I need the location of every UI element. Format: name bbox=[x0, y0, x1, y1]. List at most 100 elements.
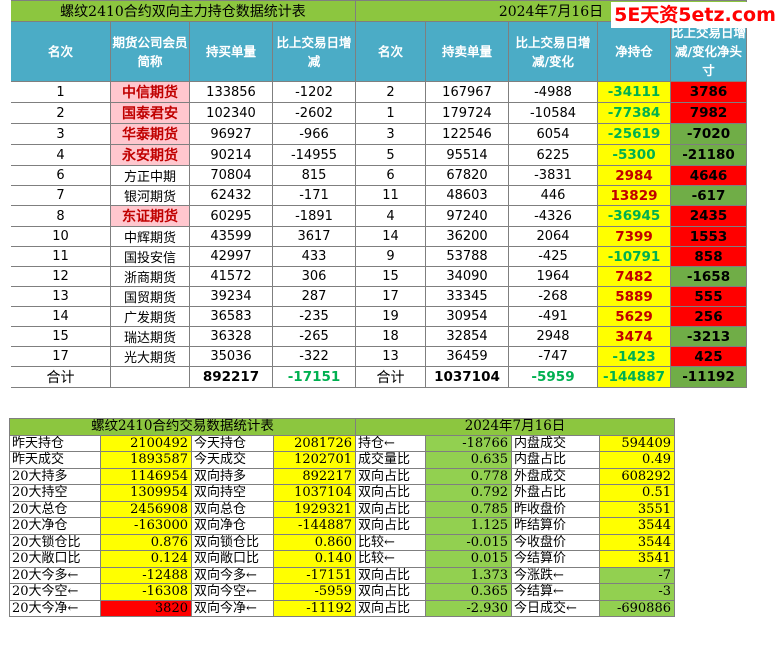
cell-sell-change[interactable]: -4326 bbox=[508, 205, 598, 227]
cell-net-change[interactable]: 2435 bbox=[670, 205, 747, 227]
cell-sell-change[interactable]: -268 bbox=[508, 286, 598, 307]
cell-rank-buy[interactable]: 6 bbox=[10, 165, 111, 186]
cell-buy[interactable]: 90214 bbox=[189, 144, 273, 166]
trade-value[interactable]: 1309954 bbox=[100, 484, 192, 502]
cell-rank-sell[interactable]: 9 bbox=[355, 246, 426, 267]
trade-value[interactable]: 1893587 bbox=[100, 451, 192, 469]
cell-rank-sell[interactable]: 11 bbox=[355, 185, 426, 206]
cell-net[interactable]: -1423 bbox=[597, 346, 671, 367]
cell-sell[interactable]: 97240 bbox=[425, 205, 509, 227]
cell-net[interactable]: 5629 bbox=[597, 306, 671, 327]
cell-buy[interactable]: 62432 bbox=[189, 185, 273, 206]
trade-value[interactable]: 2100492 bbox=[100, 434, 192, 452]
trade-value[interactable]: -0.015 bbox=[425, 533, 512, 551]
column-header[interactable]: 期货公司会员简称 bbox=[110, 21, 190, 82]
trade-value[interactable]: 3551 bbox=[599, 500, 675, 518]
cell-rank-sell[interactable]: 5 bbox=[355, 144, 426, 166]
cell-buy[interactable]: 35036 bbox=[189, 346, 273, 367]
cell-sell-change[interactable]: -3831 bbox=[508, 165, 598, 186]
cell-net[interactable]: -34111 bbox=[597, 81, 671, 103]
cell-buy-change[interactable]: 433 bbox=[272, 246, 356, 267]
trade-value[interactable]: 1.125 bbox=[425, 517, 512, 535]
cell-net[interactable]: 2984 bbox=[597, 165, 671, 186]
cell-sell[interactable]: 48603 bbox=[425, 185, 509, 206]
cell-rank-buy[interactable]: 3 bbox=[10, 123, 111, 145]
trade-value[interactable]: 0.778 bbox=[425, 467, 512, 485]
cell-rank-sell[interactable]: 19 bbox=[355, 306, 426, 327]
cell-sell[interactable]: 32854 bbox=[425, 326, 509, 347]
cell-buy-change[interactable]: 306 bbox=[272, 266, 356, 287]
cell-buy[interactable]: 60295 bbox=[189, 205, 273, 227]
cell-rank-sell[interactable]: 4 bbox=[355, 205, 426, 227]
cell-rank-buy[interactable]: 11 bbox=[10, 246, 111, 267]
cell-buy-change[interactable]: -265 bbox=[272, 326, 356, 347]
trade-value[interactable]: -144887 bbox=[273, 517, 356, 535]
trade-value[interactable]: 0.49 bbox=[599, 451, 675, 469]
cell-buy[interactable]: 96927 bbox=[189, 123, 273, 145]
trade-value[interactable]: 0.51 bbox=[599, 484, 675, 502]
cell-net-change[interactable]: -1658 bbox=[670, 266, 747, 287]
cell-rank-sell[interactable]: 15 bbox=[355, 266, 426, 287]
column-header[interactable]: 持卖单量 bbox=[425, 21, 509, 82]
cell-member[interactable]: 中信期货 bbox=[110, 81, 190, 103]
cell-member[interactable]: 国泰君安 bbox=[110, 102, 190, 124]
cell-member[interactable]: 浙商期货 bbox=[110, 266, 190, 287]
total-net-change[interactable]: -11192 bbox=[670, 366, 747, 388]
cell-buy[interactable]: 42997 bbox=[189, 246, 273, 267]
cell-rank-sell[interactable]: 14 bbox=[355, 226, 426, 247]
cell-rank-buy[interactable]: 7 bbox=[10, 185, 111, 206]
trade-value[interactable]: 3541 bbox=[599, 550, 675, 568]
trade-value[interactable]: 0.124 bbox=[100, 550, 192, 568]
cell-rank-sell[interactable]: 3 bbox=[355, 123, 426, 145]
cell-member[interactable]: 国投安信 bbox=[110, 246, 190, 267]
cell-member[interactable]: 华泰期货 bbox=[110, 123, 190, 145]
trade-value[interactable]: 0.860 bbox=[273, 533, 356, 551]
column-header[interactable]: 名次 bbox=[10, 21, 111, 82]
cell-net-change[interactable]: 7982 bbox=[670, 102, 747, 124]
cell-sell[interactable]: 179724 bbox=[425, 102, 509, 124]
total-buy-change[interactable]: -17151 bbox=[272, 366, 356, 388]
cell-rank-sell[interactable]: 18 bbox=[355, 326, 426, 347]
cell-buy[interactable]: 39234 bbox=[189, 286, 273, 307]
trade-value[interactable]: 0.015 bbox=[425, 550, 512, 568]
trade-value[interactable]: 1202701 bbox=[273, 451, 356, 469]
cell-member[interactable]: 瑞达期货 bbox=[110, 326, 190, 347]
cell-rank-buy[interactable]: 2 bbox=[10, 102, 111, 124]
column-header[interactable]: 持买单量 bbox=[189, 21, 273, 82]
cell-rank-buy[interactable]: 14 bbox=[10, 306, 111, 327]
cell-net[interactable]: -5300 bbox=[597, 144, 671, 166]
total-net[interactable]: -144887 bbox=[597, 366, 671, 388]
trade-value[interactable]: 1.373 bbox=[425, 566, 512, 584]
trade-value[interactable]: -18766 bbox=[425, 434, 512, 452]
cell-sell[interactable]: 53788 bbox=[425, 246, 509, 267]
cell-rank-buy[interactable]: 4 bbox=[10, 144, 111, 166]
cell-sell-change[interactable]: -4988 bbox=[508, 81, 598, 103]
column-header[interactable]: 比上交易日增减 bbox=[272, 21, 356, 82]
trade-value[interactable]: -163000 bbox=[100, 517, 192, 535]
cell-sell-change[interactable]: 6054 bbox=[508, 123, 598, 145]
trade-value[interactable]: 892217 bbox=[273, 467, 356, 485]
cell-sell[interactable]: 36200 bbox=[425, 226, 509, 247]
cell-net-change[interactable]: 425 bbox=[670, 346, 747, 367]
cell-net-change[interactable]: -3213 bbox=[670, 326, 747, 347]
trade-value[interactable]: -16308 bbox=[100, 583, 192, 601]
trade-value[interactable]: 594409 bbox=[599, 434, 675, 452]
cell-sell[interactable]: 167967 bbox=[425, 81, 509, 103]
cell-sell-change[interactable]: 446 bbox=[508, 185, 598, 206]
cell-sell[interactable]: 122546 bbox=[425, 123, 509, 145]
trade-value[interactable]: 0.635 bbox=[425, 451, 512, 469]
cell-sell[interactable]: 34090 bbox=[425, 266, 509, 287]
cell-buy-change[interactable]: 287 bbox=[272, 286, 356, 307]
column-header[interactable]: 比上交易日增减/变化净头寸 bbox=[670, 21, 747, 82]
cell-sell-change[interactable]: 1964 bbox=[508, 266, 598, 287]
trade-value[interactable]: 608292 bbox=[599, 467, 675, 485]
cell-buy[interactable]: 102340 bbox=[189, 102, 273, 124]
cell-member[interactable]: 国贸期货 bbox=[110, 286, 190, 307]
trade-value[interactable]: 0.785 bbox=[425, 500, 512, 518]
cell-net-change[interactable]: 555 bbox=[670, 286, 747, 307]
trade-value[interactable]: 1929321 bbox=[273, 500, 356, 518]
column-header[interactable]: 净持仓 bbox=[597, 21, 671, 82]
cell-sell[interactable]: 33345 bbox=[425, 286, 509, 307]
trade-value[interactable]: 0.140 bbox=[273, 550, 356, 568]
column-header[interactable]: 比上交易日增减/变化 bbox=[508, 21, 598, 82]
